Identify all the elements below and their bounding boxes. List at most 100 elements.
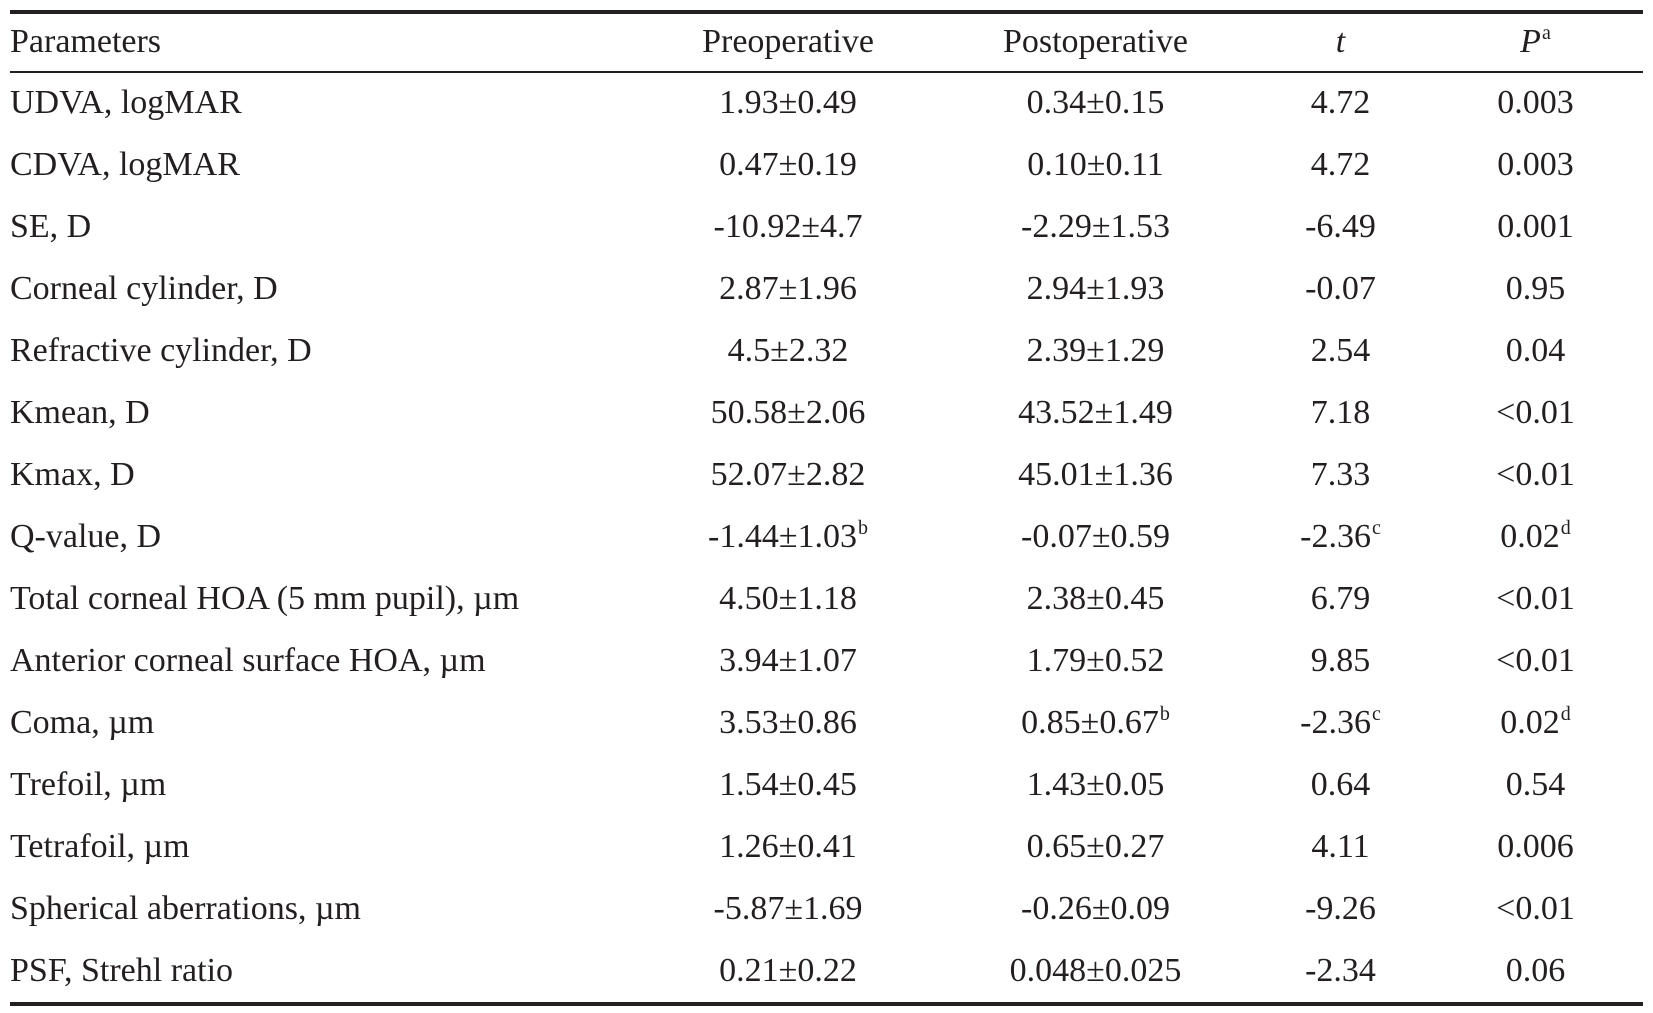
cell-p-value-footnote: d	[1560, 517, 1571, 539]
cell-postoperative-footnote: b	[1159, 703, 1170, 725]
cell-preoperative-text: 4.50±1.18	[719, 580, 857, 617]
cell-preoperative: -1.44±1.03b	[638, 506, 938, 568]
cell-preoperative-text: 3.94±1.07	[719, 642, 857, 679]
cell-parameter: CDVA, logMAR	[10, 134, 638, 196]
table-row: Anterior corneal surface HOA, µm 3.94±1.0…	[10, 630, 1643, 692]
table-row: Kmax, D 52.07±2.82 45.01±1.36 7.33 <0.01	[10, 444, 1643, 506]
header-t-label: t	[1335, 23, 1346, 60]
cell-parameter: Tetrafoil, µm	[10, 816, 638, 878]
cell-t-value: 4.11	[1253, 816, 1428, 878]
cell-preoperative-text: -10.92±4.7	[713, 208, 863, 245]
cell-parameter-text: Corneal cylinder, D	[10, 270, 278, 307]
cell-parameter-text: Kmean, D	[10, 394, 150, 431]
cell-t-value-footnote: c	[1371, 517, 1381, 539]
cell-preoperative-text: 52.07±2.82	[710, 456, 866, 493]
cell-parameter: Coma, µm	[10, 692, 638, 754]
cell-postoperative: -0.07±0.59	[938, 506, 1253, 568]
cell-p-value: 0.006	[1428, 816, 1643, 878]
cell-postoperative-text: 2.38±0.45	[1026, 580, 1165, 617]
cell-p-value-text: 0.02	[1500, 704, 1560, 741]
cell-p-value-text: <0.01	[1496, 642, 1575, 679]
cell-preoperative-text: 1.54±0.45	[719, 766, 857, 803]
table-row: Spherical aberrations, µm -5.87±1.69 -0.26…	[10, 878, 1643, 940]
cell-preoperative: 4.50±1.18	[638, 568, 938, 630]
cell-p-value-text: 0.04	[1505, 332, 1566, 369]
cell-p-value: <0.01	[1428, 444, 1643, 506]
table-top-rule	[10, 10, 1643, 14]
cell-preoperative-text: 1.26±0.41	[719, 828, 857, 865]
cell-preoperative: 0.47±0.19	[638, 134, 938, 196]
cell-postoperative: 1.79±0.52	[938, 630, 1253, 692]
cell-p-value-text: 0.001	[1497, 208, 1574, 245]
cell-parameter: Kmean, D	[10, 382, 638, 444]
cell-p-value: 0.95	[1428, 258, 1643, 320]
cell-parameter: Anterior corneal surface HOA, µm	[10, 630, 638, 692]
cell-preoperative-text: 4.5±2.32	[727, 332, 849, 369]
cell-t-value-text: 6.79	[1310, 580, 1371, 617]
cell-p-value: <0.01	[1428, 382, 1643, 444]
cell-preoperative-text: 1.93±0.49	[719, 84, 857, 121]
table-row: Corneal cylinder, D 2.87±1.96 2.94±1.93 -0.…	[10, 258, 1643, 320]
cell-t-value-text: 4.72	[1310, 84, 1371, 121]
table-row: PSF, Strehl ratio 0.21±0.22 0.048±0.025 -2.…	[10, 940, 1643, 1002]
cell-preoperative: 1.26±0.41	[638, 816, 938, 878]
cell-t-value-text: 4.72	[1310, 146, 1371, 183]
cell-t-value: 4.72	[1253, 134, 1428, 196]
cell-postoperative-text: 0.048±0.025	[1009, 952, 1182, 989]
cell-preoperative-text: -1.44±1.03	[708, 518, 857, 555]
cell-parameter-text: Kmax, D	[10, 456, 135, 493]
cell-parameter: PSF, Strehl ratio	[10, 940, 638, 1002]
cell-parameter-text: CDVA, logMAR	[10, 146, 240, 183]
cell-postoperative-text: 2.94±1.93	[1026, 270, 1165, 307]
cell-t-value: 7.33	[1253, 444, 1428, 506]
cell-t-value: -2.36c	[1253, 692, 1428, 754]
cell-p-value-text: 0.006	[1497, 828, 1574, 865]
cell-t-value: 7.18	[1253, 382, 1428, 444]
cell-t-value-text: -9.26	[1305, 890, 1376, 927]
cell-parameter: Spherical aberrations, µm	[10, 878, 638, 940]
cell-p-value-text: 0.003	[1497, 146, 1574, 183]
cell-t-value: 4.72	[1253, 72, 1428, 134]
cell-t-value-text: -0.07	[1305, 270, 1376, 307]
cell-parameter-text: Coma, µm	[10, 704, 155, 741]
cell-parameter-text: Refractive cylinder, D	[10, 332, 312, 369]
cell-preoperative: 4.5±2.32	[638, 320, 938, 382]
cell-postoperative-text: 0.85±0.67	[1021, 704, 1159, 741]
table-row: Tetrafoil, µm 1.26±0.41 0.65±0.27 4.11 0.006	[10, 816, 1643, 878]
cell-postoperative: 0.048±0.025	[938, 940, 1253, 1002]
cell-t-value-text: -2.34	[1305, 952, 1376, 989]
cell-t-value-footnote: c	[1371, 703, 1381, 725]
cell-postoperative-text: 1.43±0.05	[1026, 766, 1165, 803]
cell-parameter: Q-value, D	[10, 506, 638, 568]
header-t: t	[1253, 12, 1428, 72]
cell-postoperative-text: 0.65±0.27	[1026, 828, 1165, 865]
table-bottom-rule	[10, 1002, 1643, 1006]
cell-preoperative-text: 0.21±0.22	[719, 952, 857, 989]
cell-preoperative: 3.94±1.07	[638, 630, 938, 692]
cell-postoperative-text: 1.79±0.52	[1026, 642, 1165, 679]
cell-preoperative: 50.58±2.06	[638, 382, 938, 444]
cell-p-value: 0.001	[1428, 196, 1643, 258]
cell-p-value-text: <0.01	[1496, 394, 1575, 431]
cell-postoperative: 2.94±1.93	[938, 258, 1253, 320]
cell-p-value: <0.01	[1428, 630, 1643, 692]
cell-preoperative-text: 3.53±0.86	[719, 704, 857, 741]
table-row: UDVA, logMAR 1.93±0.49 0.34±0.15 4.72 0.003	[10, 72, 1643, 134]
cell-preoperative: 2.87±1.96	[638, 258, 938, 320]
cell-p-value: 0.02d	[1428, 506, 1643, 568]
cell-postoperative-text: 0.34±0.15	[1026, 84, 1165, 121]
cell-postoperative-text: 2.39±1.29	[1026, 332, 1165, 369]
cell-p-value-text: 0.02	[1500, 518, 1560, 555]
cell-preoperative: 3.53±0.86	[638, 692, 938, 754]
table-header-rule	[10, 71, 1643, 73]
cell-preoperative-text: -5.87±1.69	[713, 890, 863, 927]
cell-t-value-text: -2.36	[1300, 704, 1371, 741]
cell-preoperative: -10.92±4.7	[638, 196, 938, 258]
cell-preoperative: 1.54±0.45	[638, 754, 938, 816]
cell-parameter-text: UDVA, logMAR	[10, 84, 242, 121]
table-row: Trefoil, µm 1.54±0.45 1.43±0.05 0.64 0.54	[10, 754, 1643, 816]
header-preoperative: Preoperative	[702, 23, 874, 60]
cell-parameter: Total corneal HOA (5 mm pupil), µm	[10, 568, 638, 630]
cell-postoperative: 0.34±0.15	[938, 72, 1253, 134]
cell-postoperative-text: 45.01±1.36	[1018, 456, 1173, 493]
